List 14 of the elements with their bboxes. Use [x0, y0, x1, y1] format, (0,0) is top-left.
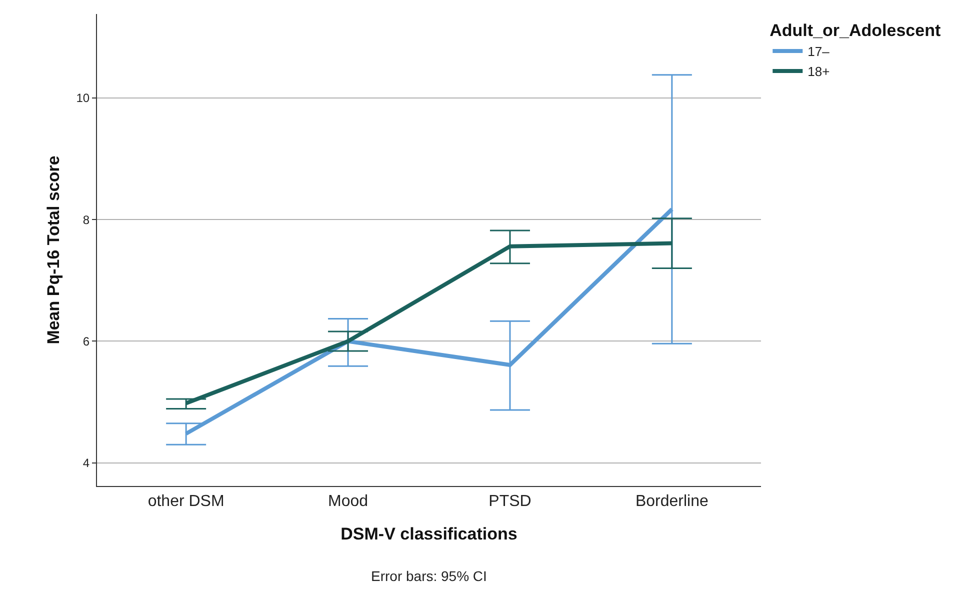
y-tick-label: 8 — [82, 212, 90, 227]
text: Error bars: 95% CI — [371, 568, 487, 584]
legend-title: Adult_or_Adolescent — [770, 21, 941, 40]
y-axis-title: Mean Pq-16 Total score — [44, 156, 63, 344]
y-tick-label: 6 — [82, 334, 90, 348]
y-tick-label: 4 — [82, 456, 90, 470]
x-tick-label: other DSM — [148, 493, 224, 510]
x-tick-label: PTSD — [488, 493, 532, 510]
y-tick-label: 10 — [76, 91, 90, 106]
x-tick-label: Mood — [328, 493, 368, 510]
x-tick-label: Borderline — [635, 493, 708, 510]
legend-label: 18+ — [808, 64, 830, 80]
legend-label: 17– — [808, 44, 830, 60]
x-axis-title: DSM-V classifications — [340, 524, 518, 544]
